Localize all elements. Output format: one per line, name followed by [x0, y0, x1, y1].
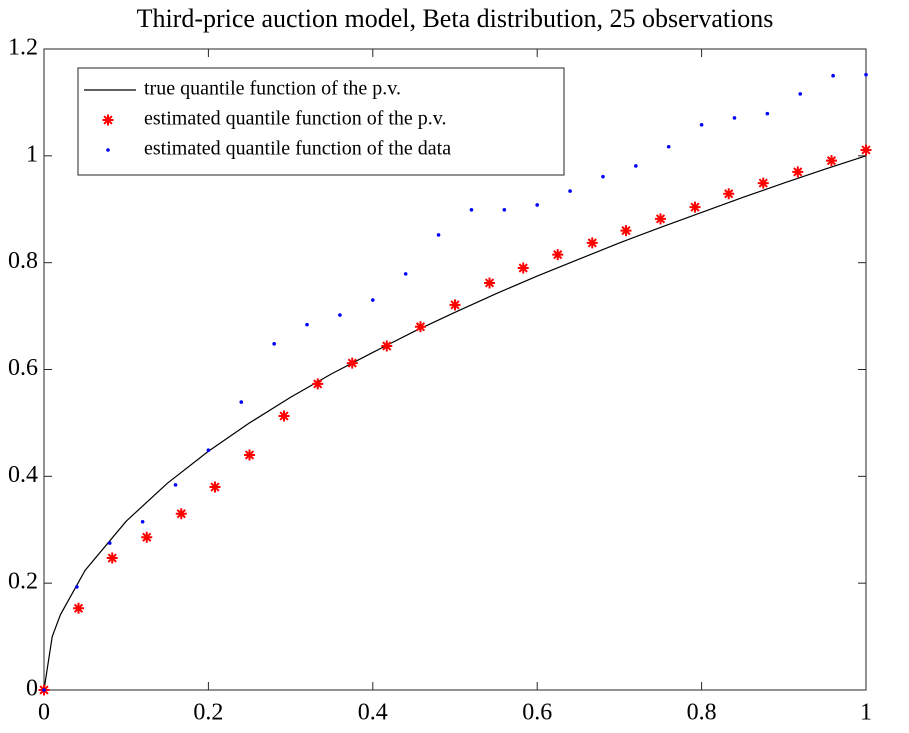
y-tick-label: 0.2 — [8, 569, 38, 595]
y-tick-label: 0.6 — [8, 355, 38, 381]
star-point — [414, 321, 426, 333]
dot-point — [272, 342, 276, 346]
dot-point — [601, 174, 605, 179]
star-point — [312, 378, 324, 390]
y-tick-label: 0.4 — [8, 462, 38, 488]
star-point — [278, 410, 290, 422]
star-point — [106, 552, 118, 564]
dot-point — [765, 111, 770, 116]
dot-point — [568, 189, 572, 193]
dot-point — [469, 207, 474, 212]
star-point — [73, 602, 85, 614]
dot-point — [831, 73, 835, 78]
y-tick-label: 0 — [26, 676, 38, 702]
series-line — [43, 155, 867, 691]
dot-point — [502, 207, 507, 212]
dot-point — [239, 400, 244, 404]
y-tick-label: 0.8 — [8, 248, 38, 274]
legend-swatch — [102, 114, 114, 126]
star-point — [484, 277, 496, 289]
x-tick-label: 0 — [38, 700, 50, 726]
star-point — [620, 225, 632, 237]
dot-point — [338, 313, 342, 317]
x-tick-label: 1 — [860, 700, 872, 726]
star-point — [517, 262, 529, 274]
dot-point — [173, 483, 178, 487]
legend-swatch — [106, 148, 110, 152]
dot-point — [140, 519, 145, 524]
x-tick-label: 0.6 — [522, 700, 552, 726]
dot-point — [403, 272, 408, 276]
x-tick-label: 0.4 — [358, 700, 388, 726]
star-point — [792, 166, 804, 178]
dot-point — [535, 203, 539, 207]
star-point — [689, 201, 701, 213]
dot-point — [305, 322, 309, 327]
dot-point — [634, 164, 638, 168]
star-point — [655, 213, 666, 225]
y-tick-label: 1.2 — [8, 35, 38, 61]
star-point — [552, 249, 564, 261]
star-point — [825, 155, 837, 167]
star-point — [141, 531, 153, 543]
star-point — [381, 340, 393, 352]
dot-point — [107, 541, 112, 545]
legend-label: true quantile function of the p.v. — [144, 78, 401, 100]
dot-point — [798, 92, 803, 96]
dot-point — [75, 585, 79, 589]
star-point — [346, 357, 358, 369]
x-tick-label: 0.2 — [193, 700, 223, 726]
legend-label: estimated quantile function of the p.v. — [144, 108, 447, 130]
dot-point — [371, 298, 375, 302]
legend-box — [77, 67, 565, 176]
star-point — [244, 449, 255, 461]
y-tick-label: 1 — [26, 141, 38, 167]
star-point — [586, 237, 598, 249]
star-point — [860, 144, 872, 156]
x-tick-label: 0.8 — [687, 700, 717, 726]
dot-point — [732, 116, 737, 120]
chart-title: Third-price auction model, Beta distribu… — [137, 4, 774, 33]
star-point — [757, 177, 769, 189]
star-point — [723, 188, 735, 200]
star-point — [449, 299, 461, 311]
dot-point — [666, 144, 671, 149]
star-point — [175, 508, 187, 520]
dot-point — [42, 688, 46, 692]
dot-point — [864, 72, 868, 77]
legend-label: estimated quantile function of the data — [144, 138, 451, 160]
dot-point — [699, 123, 704, 127]
dot-point — [206, 448, 211, 452]
dot-point — [436, 233, 441, 237]
star-point — [209, 481, 221, 493]
